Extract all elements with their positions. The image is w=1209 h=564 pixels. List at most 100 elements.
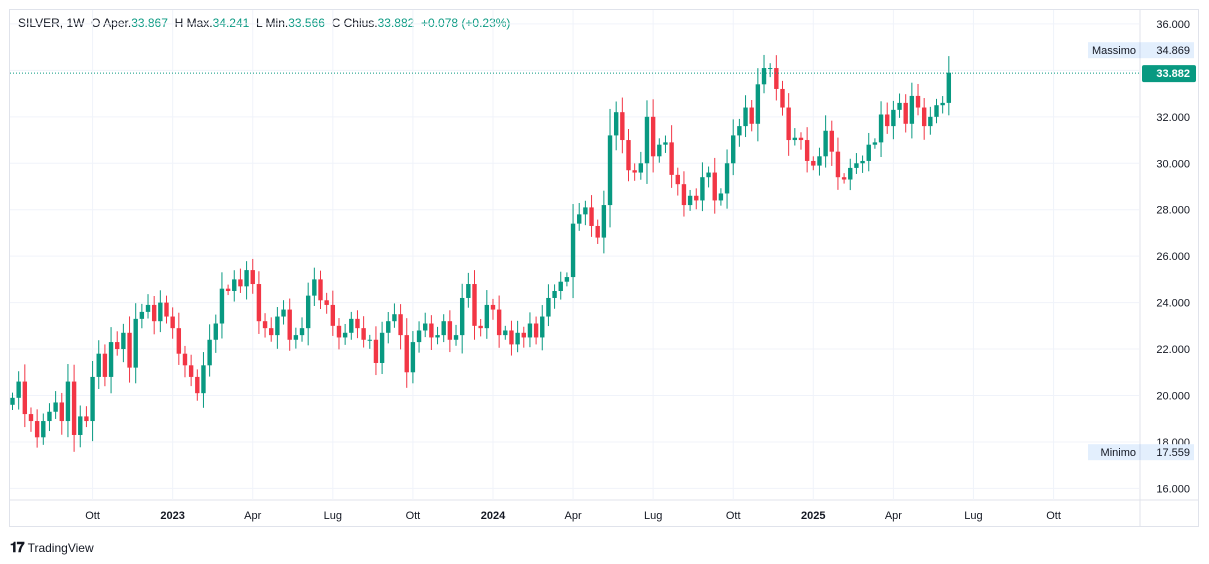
candle-body [318,279,323,301]
candle-body [275,316,280,336]
candle-body [22,381,28,415]
candle-body [121,332,126,350]
candle-body [601,205,607,238]
candle-body [53,402,58,412]
candle [503,325,508,340]
candle-body [330,304,336,326]
candle [601,190,607,254]
candle [115,331,120,356]
candle-body [737,126,742,136]
candle-body [804,140,810,161]
candle-body [238,279,243,287]
markers-layer: 33.882 Massimo 34.869 Minimo 17.559 [1088,42,1196,461]
candle [459,283,465,354]
candle [687,189,693,211]
y-tick-label: 26.000 [1156,251,1190,263]
candle-body [767,68,773,70]
y-tick-label: 16.000 [1156,483,1190,495]
x-tick-label: 2025 [801,510,825,522]
candle [65,364,71,438]
candle [792,128,798,146]
candle [620,97,625,154]
candle-body [946,72,952,103]
candle-body [207,339,212,366]
candle [626,129,631,182]
y-tick-label: 24.000 [1156,298,1190,310]
tradingview-logo-icon[interactable]: 𝟏𝟕 [10,539,25,555]
candle [780,80,785,116]
high-word: Max. [186,16,213,30]
candle [293,327,299,349]
candle [423,312,428,338]
candle [164,295,169,324]
candle [256,271,262,334]
max-marker-badge [1088,42,1194,59]
candle-body [681,184,687,206]
y-tick-label: 32.000 [1156,112,1190,124]
candle [379,321,385,375]
candle [34,409,40,448]
candle-body [620,112,625,141]
grid-layer [10,10,1198,526]
candle [546,284,551,327]
candle [324,292,329,314]
candle [28,407,34,432]
min-marker-value: 17.559 [1156,447,1190,459]
candle-body [225,288,231,291]
candle-body [724,163,730,194]
footer: 𝟏𝟕 TradingView [10,539,94,556]
candle-body [373,339,379,363]
candle-body [133,318,138,368]
candle-body [151,304,157,322]
candle-body [792,137,798,141]
candle-body [293,335,299,340]
candle [577,202,582,231]
candle [478,318,483,337]
candle-body [811,160,816,166]
candle-body [472,284,477,326]
candle [133,303,138,384]
candle-body [176,328,182,354]
y-tick-label: 30.000 [1156,158,1190,170]
candle [299,317,305,342]
candle [934,98,939,124]
candle [681,171,687,217]
candle [694,188,699,210]
symbol-label[interactable]: SILVER, 1W [18,16,85,30]
candle [940,96,945,114]
candle [121,323,126,363]
candle [435,326,440,345]
candle [207,324,212,377]
candle [749,99,754,132]
candle-body [731,135,736,164]
candle [767,63,773,78]
candle-body [589,207,594,226]
candle [213,314,218,353]
candle-body [459,297,465,336]
candle-body [533,323,539,338]
candle [915,83,921,116]
candle-body [509,330,514,345]
candle [583,200,588,226]
candle-body [447,321,453,340]
candle [269,317,274,342]
candle-body [324,300,329,305]
candle-body [632,170,637,173]
candle [250,258,255,294]
candle-body [429,323,434,338]
candle-body [484,304,490,329]
candle [527,312,533,348]
candle-body [84,416,89,422]
candle-body [244,270,249,287]
y-tick-label: 22.000 [1156,344,1190,356]
candle [804,127,810,173]
brand-label[interactable]: TradingView [27,540,94,555]
x-tick-label: Ott [406,510,421,522]
candle-body [798,137,804,141]
candle-body [669,142,674,175]
change-pct-value: (+0.23%) [461,16,511,30]
candle-body [361,328,366,340]
candle-body [761,68,767,85]
candle-body [552,290,557,298]
